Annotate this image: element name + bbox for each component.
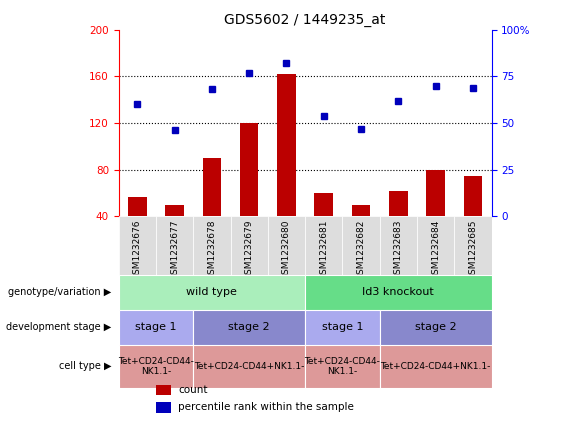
Bar	[193, 345, 305, 387]
Bar	[464, 176, 483, 217]
Text: Tet+CD24-CD44-
NK1.1-: Tet+CD24-CD44- NK1.1-	[118, 357, 194, 376]
Bar	[202, 158, 221, 217]
Bar	[119, 217, 156, 275]
Bar	[380, 345, 492, 387]
Text: GSM1232677: GSM1232677	[170, 219, 179, 280]
Bar	[380, 217, 417, 275]
Bar	[454, 217, 492, 275]
Bar	[305, 217, 342, 275]
Bar	[427, 170, 445, 217]
Text: wild type: wild type	[186, 287, 237, 297]
Bar	[193, 217, 231, 275]
Text: GSM1232678: GSM1232678	[207, 219, 216, 280]
Bar	[417, 217, 454, 275]
Text: Tet+CD24-CD44-
NK1.1-: Tet+CD24-CD44- NK1.1-	[305, 357, 380, 376]
Bar	[119, 310, 193, 345]
Bar	[305, 310, 380, 345]
Text: Id3 knockout: Id3 knockout	[363, 287, 434, 297]
Text: GSM1232680: GSM1232680	[282, 219, 291, 280]
Text: Tet+CD24-CD44+NK1.1-: Tet+CD24-CD44+NK1.1-	[380, 362, 491, 371]
Bar	[240, 123, 259, 217]
Text: percentile rank within the sample: percentile rank within the sample	[179, 402, 354, 412]
Text: stage 1: stage 1	[321, 322, 363, 332]
Text: stage 1: stage 1	[135, 322, 177, 332]
Bar	[342, 217, 380, 275]
Bar	[305, 345, 380, 387]
Text: Tet+CD24-CD44+NK1.1-: Tet+CD24-CD44+NK1.1-	[194, 362, 305, 371]
Bar	[156, 217, 193, 275]
Bar	[314, 193, 333, 217]
Text: GSM1232684: GSM1232684	[431, 219, 440, 280]
Text: GSM1232681: GSM1232681	[319, 219, 328, 280]
Text: cell type ▶: cell type ▶	[59, 361, 111, 371]
Bar	[277, 74, 296, 217]
Text: GSM1232685: GSM1232685	[468, 219, 477, 280]
Bar	[119, 275, 305, 310]
Text: GSM1232683: GSM1232683	[394, 219, 403, 280]
Text: GSM1232682: GSM1232682	[357, 219, 366, 280]
Bar	[165, 205, 184, 217]
Text: stage 2: stage 2	[415, 322, 457, 332]
Bar	[351, 205, 371, 217]
Text: development stage ▶: development stage ▶	[6, 322, 111, 332]
Text: stage 2: stage 2	[228, 322, 270, 332]
Text: count: count	[179, 385, 208, 395]
Title: GDS5602 / 1449235_at: GDS5602 / 1449235_at	[224, 13, 386, 27]
Bar	[156, 385, 171, 396]
Bar	[305, 275, 492, 310]
Bar	[128, 197, 146, 217]
Bar	[156, 402, 171, 412]
Bar	[268, 217, 305, 275]
Text: genotype/variation ▶: genotype/variation ▶	[8, 287, 111, 297]
Text: GSM1232676: GSM1232676	[133, 219, 142, 280]
Bar	[193, 310, 305, 345]
Bar	[231, 217, 268, 275]
Bar	[119, 345, 193, 387]
Bar	[389, 191, 408, 217]
Bar	[380, 310, 492, 345]
Text: GSM1232679: GSM1232679	[245, 219, 254, 280]
